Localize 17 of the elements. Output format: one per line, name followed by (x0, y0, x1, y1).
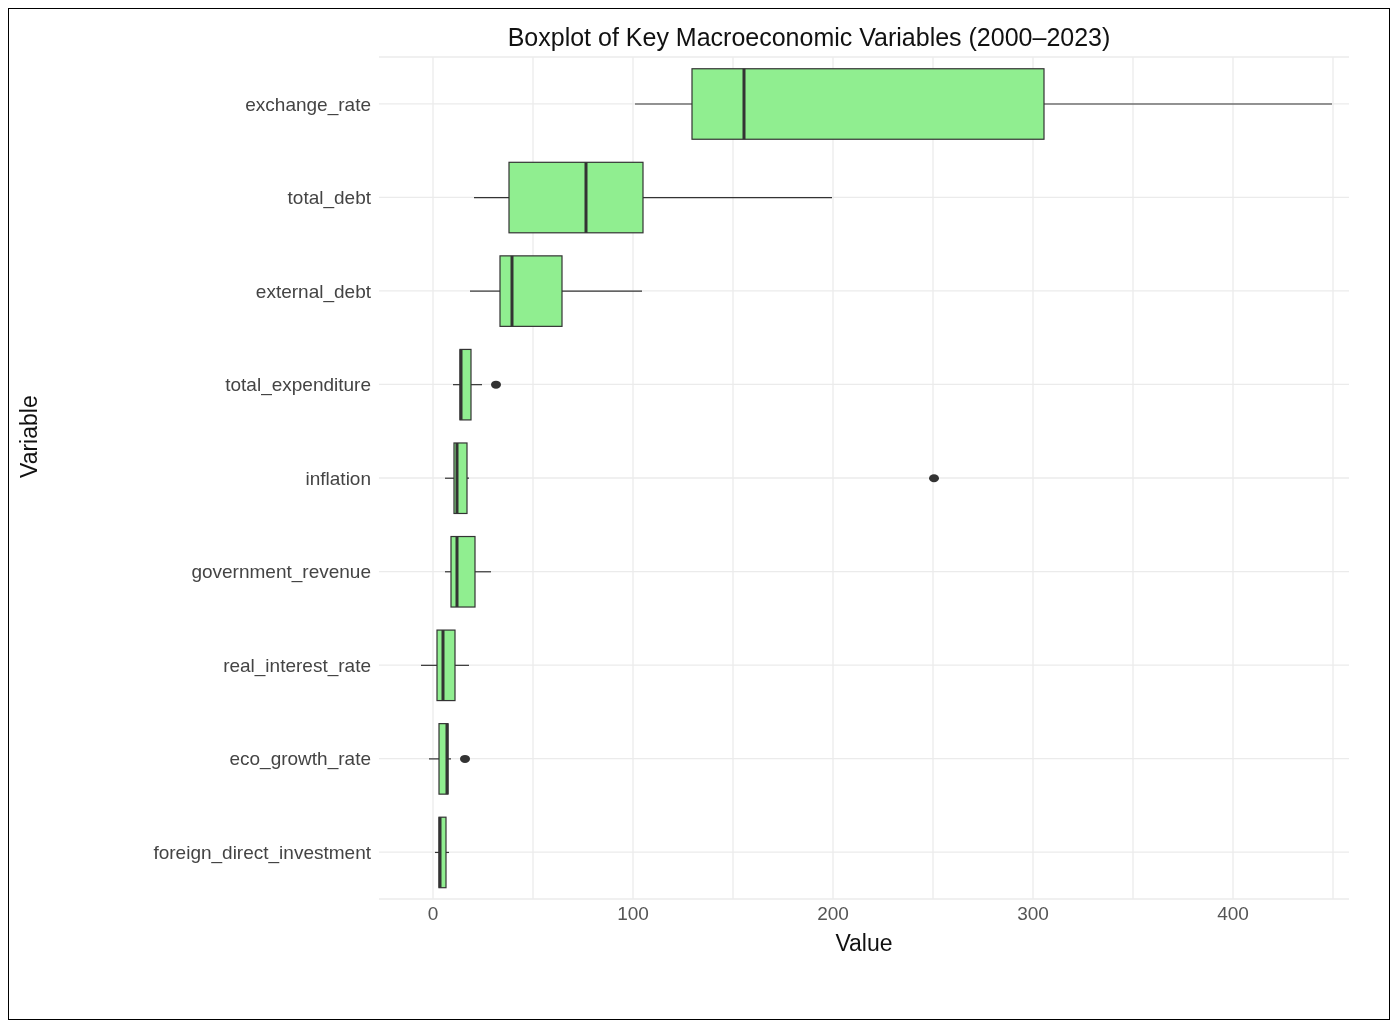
x-tick-label: 200 (817, 903, 849, 925)
y-tick-label: foreign_direct_investment (153, 841, 372, 864)
y-tick-label: government_revenue (191, 561, 371, 584)
y-tick-label: real_interest_rate (223, 654, 371, 677)
x-tick-label: 100 (617, 903, 649, 925)
y-tick-label: total_debt (287, 187, 372, 210)
y-tick-label: exchange_rate (245, 93, 371, 116)
y-tick-label: eco_growth_rate (229, 748, 371, 771)
y-tick-label: external_debt (255, 280, 372, 303)
x-tick-label: 400 (1217, 903, 1249, 925)
chart-title: Boxplot of Key Macroeconomic Variables (2000–2023) (506, 23, 1112, 52)
x-axis-title: Value (835, 930, 893, 956)
x-tick-label: 300 (1017, 903, 1049, 925)
y-tick-label: inflation (305, 467, 371, 489)
y-tick-label: total_expenditure (225, 374, 371, 397)
y-axis-title: Variable (16, 395, 43, 478)
x-tick-label: 0 (427, 903, 439, 925)
